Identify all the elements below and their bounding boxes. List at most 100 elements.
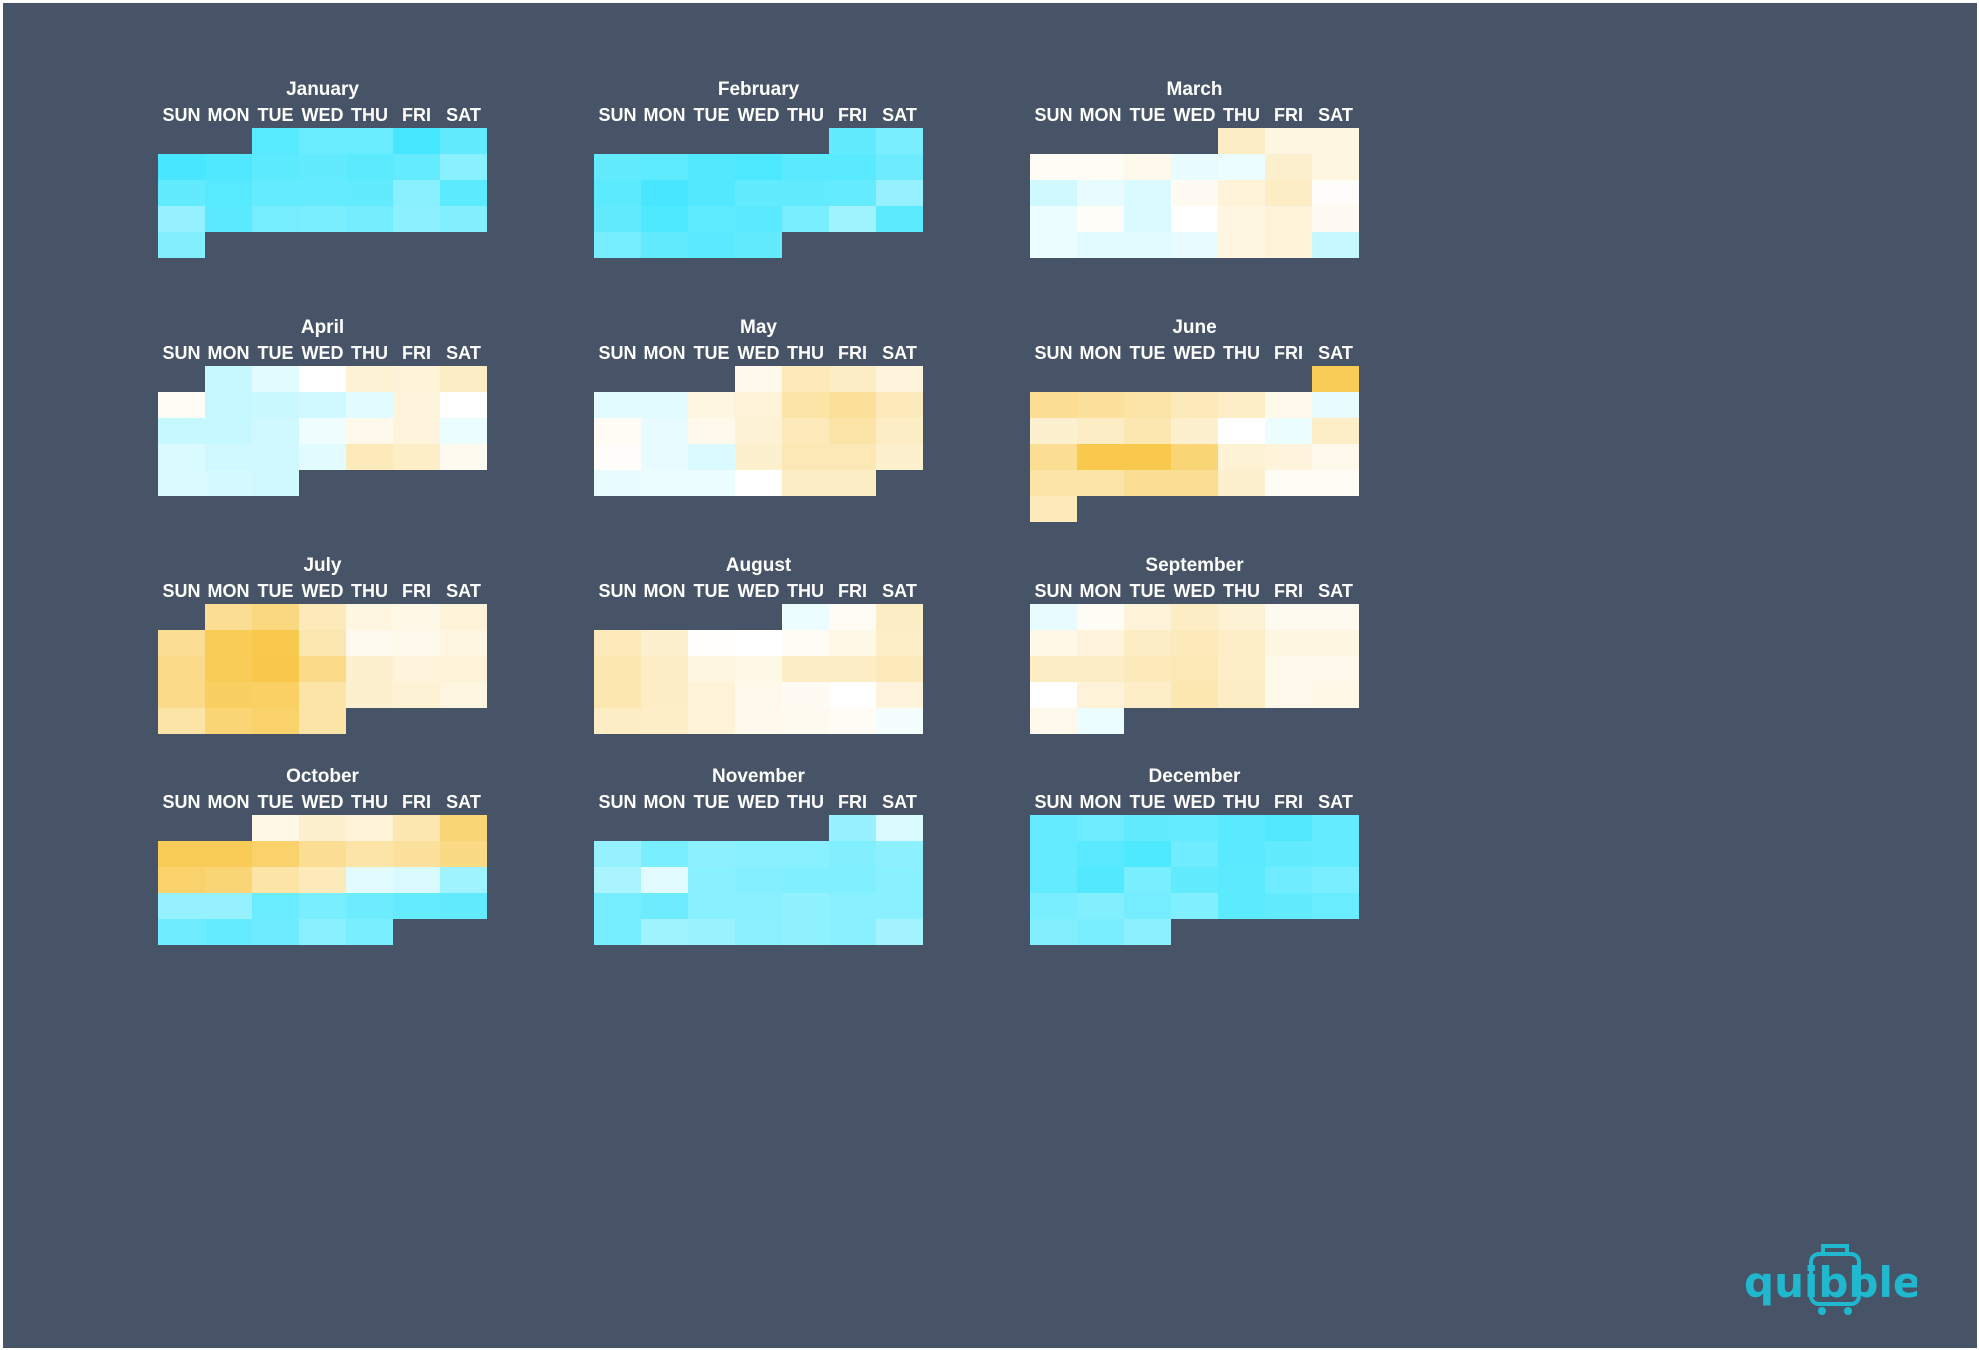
day-cell <box>735 470 782 496</box>
day-cell <box>393 366 440 392</box>
day-cell <box>393 604 440 630</box>
day-cell <box>829 841 876 867</box>
day-cell <box>440 392 487 418</box>
weekday-label: MON <box>644 105 686 125</box>
day-cell <box>440 841 487 867</box>
weekday-label: THU <box>787 105 824 125</box>
day-cell <box>876 366 923 392</box>
day-cell <box>1265 232 1312 258</box>
day-cell <box>782 919 829 945</box>
day-cell <box>688 206 735 232</box>
day-cell <box>1124 470 1171 496</box>
day-cell <box>299 418 346 444</box>
day-cell <box>205 206 252 232</box>
day-cell <box>1218 444 1265 470</box>
day-cell <box>829 470 876 496</box>
weekday-label: FRI <box>1274 581 1303 601</box>
day-cell <box>1218 893 1265 919</box>
day-cell <box>346 682 393 708</box>
day-cell <box>829 708 876 734</box>
day-cell <box>440 604 487 630</box>
day-cell <box>1171 180 1218 206</box>
day-cell <box>1077 893 1124 919</box>
weekday-label: TUE <box>1130 581 1166 601</box>
day-cell <box>829 682 876 708</box>
month-title: March <box>1167 79 1223 100</box>
day-cell <box>782 867 829 893</box>
day-cell <box>252 682 299 708</box>
day-cell <box>1030 682 1077 708</box>
day-cell <box>205 470 252 496</box>
day-cell <box>158 919 205 945</box>
day-cell <box>252 470 299 496</box>
day-cell <box>1077 444 1124 470</box>
weekday-label: FRI <box>402 343 431 363</box>
month-may: May SUN MON TUE WED THU FRI SAT <box>594 317 923 496</box>
weekday-label: THU <box>351 105 388 125</box>
day-cell <box>158 630 205 656</box>
weekday-label: FRI <box>838 343 867 363</box>
weekday-label: MON <box>208 792 250 812</box>
day-cell <box>1171 206 1218 232</box>
logo-text: quibble <box>1744 1258 1917 1307</box>
day-cell <box>641 180 688 206</box>
day-cell <box>782 180 829 206</box>
day-cell <box>299 604 346 630</box>
day-cell <box>252 366 299 392</box>
day-cell <box>1218 867 1265 893</box>
weekday-label: FRI <box>1274 792 1303 812</box>
day-cell <box>252 630 299 656</box>
day-cell <box>735 919 782 945</box>
day-cell <box>1171 418 1218 444</box>
day-cell <box>440 180 487 206</box>
day-cell <box>158 392 205 418</box>
day-cell <box>346 128 393 154</box>
month-march: March SUN MON TUE WED THU FRI SAT <box>1030 79 1359 258</box>
day-cell <box>1218 392 1265 418</box>
weekday-label: MON <box>208 581 250 601</box>
weekday-label: SAT <box>446 792 481 812</box>
day-cell <box>1077 656 1124 682</box>
day-cell <box>205 154 252 180</box>
day-cell <box>1030 604 1077 630</box>
day-cell <box>782 392 829 418</box>
day-cell <box>205 708 252 734</box>
day-cell <box>1030 815 1077 841</box>
day-cell <box>782 630 829 656</box>
day-cell <box>829 206 876 232</box>
day-cell <box>1030 206 1077 232</box>
day-cell <box>1218 206 1265 232</box>
day-cell <box>158 418 205 444</box>
day-cell <box>1171 444 1218 470</box>
day-cell <box>440 128 487 154</box>
weekday-label: MON <box>1080 581 1122 601</box>
day-cell <box>393 128 440 154</box>
day-cell <box>252 604 299 630</box>
month-title: September <box>1145 555 1244 576</box>
weekday-label: SUN <box>598 105 636 125</box>
day-cell <box>829 180 876 206</box>
day-cell <box>393 392 440 418</box>
day-cell <box>1171 815 1218 841</box>
day-cell <box>346 630 393 656</box>
month-august: August SUN MON TUE WED THU FRI SAT <box>594 555 923 734</box>
day-cell <box>252 841 299 867</box>
day-cell <box>205 444 252 470</box>
weekday-label: SUN <box>598 792 636 812</box>
day-cell <box>594 841 641 867</box>
day-cell <box>688 682 735 708</box>
day-cell <box>1265 128 1312 154</box>
day-cell <box>876 206 923 232</box>
weekday-label: MON <box>208 105 250 125</box>
day-cell <box>1077 418 1124 444</box>
day-cell <box>1265 656 1312 682</box>
day-cell <box>346 919 393 945</box>
day-cell <box>876 604 923 630</box>
weekday-label: MON <box>208 343 250 363</box>
day-cell <box>205 893 252 919</box>
day-cell <box>1077 919 1124 945</box>
day-cell <box>688 656 735 682</box>
weekday-label: SUN <box>162 792 200 812</box>
weekday-label: WED <box>302 792 344 812</box>
